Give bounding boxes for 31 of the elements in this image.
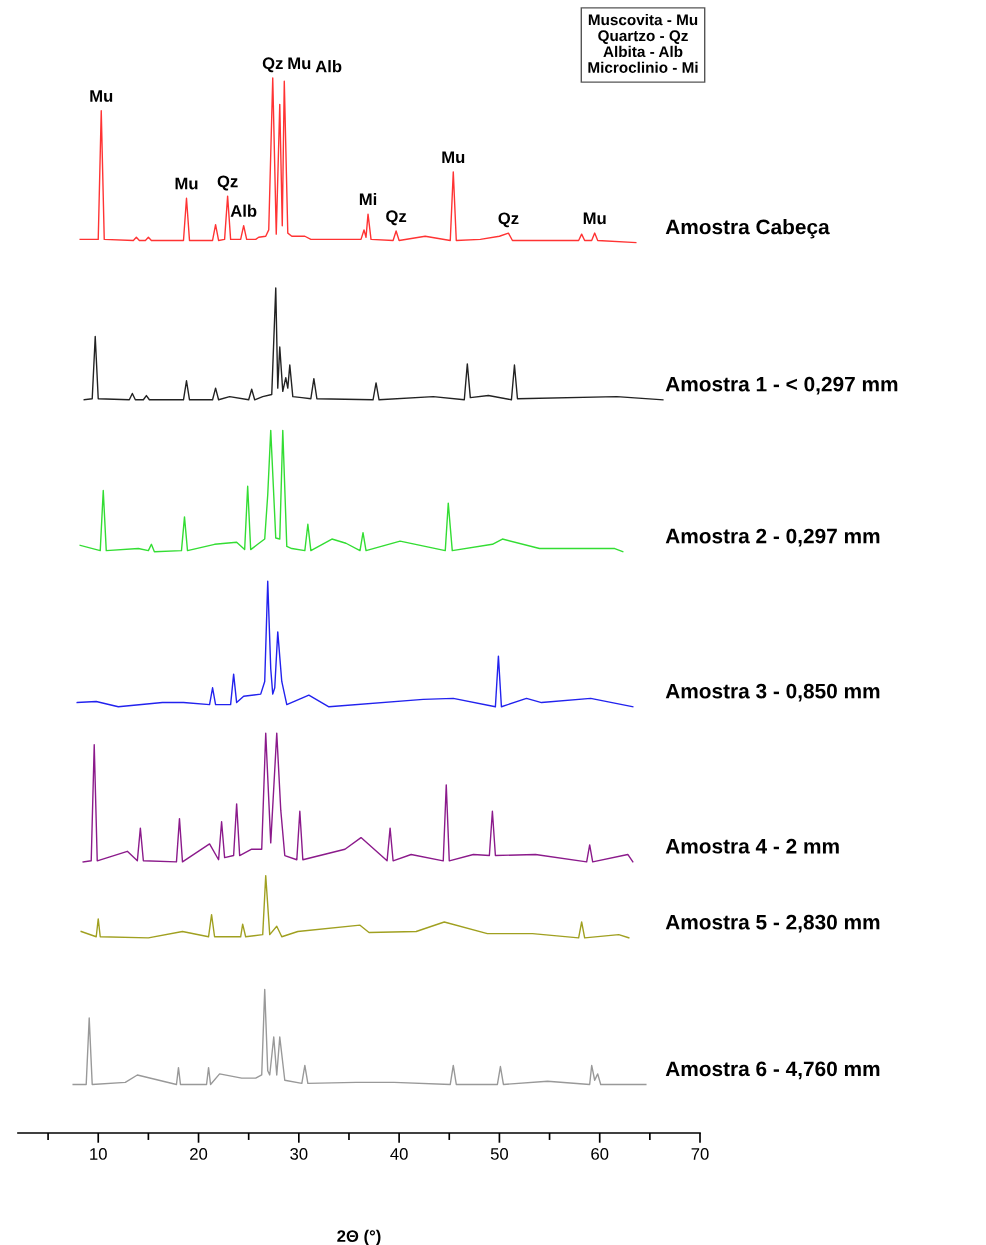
x-tick-label: 30 [290,1148,308,1160]
series-label: Amostra 4 - 2 mm [665,838,839,854]
x-tick-label: 10 [90,1148,107,1160]
x-axis-title: 2Θ (°) [337,1229,381,1245]
series-label: Amostra 1 - < 0,297 mm [665,376,898,395]
annotation: Qz [262,57,283,73]
series-label: Amostra 5 - 2,830 mm [665,914,880,933]
x-tick-label: 60 [591,1148,609,1160]
annotation: Alb [230,204,257,217]
text: Quartzo - Qz [598,30,688,44]
x-tick-label: 20 [190,1148,208,1160]
annotation: Mu [288,57,311,70]
annotation: Mi [359,193,377,206]
text: Microclinio - Mi [588,61,698,73]
x-tick-label: 40 [390,1148,408,1160]
annotation: Qz [217,175,238,191]
annotation: Mu [90,90,113,102]
x-tick-label: 70 [691,1148,709,1160]
annotation: Alb [315,60,342,73]
annotation: Mu [583,212,606,225]
annotation: Qz [386,210,407,226]
x-tick-label: 50 [490,1148,509,1160]
series-label: Amostra 3 - 0,850 mm [665,683,880,702]
annotation: Mu [442,151,465,164]
annotation: Qz [498,212,519,228]
text: Amostra 2 - 0,297 mm [665,528,880,547]
text: Albita - Alb [603,45,683,58]
annotation: Mu [175,177,198,190]
series-label: Amostra Cabeça [665,218,830,239]
series-label: Amostra 6 - 4,760 mm [665,1061,880,1080]
text: Muscovita - Mu [588,14,698,26]
